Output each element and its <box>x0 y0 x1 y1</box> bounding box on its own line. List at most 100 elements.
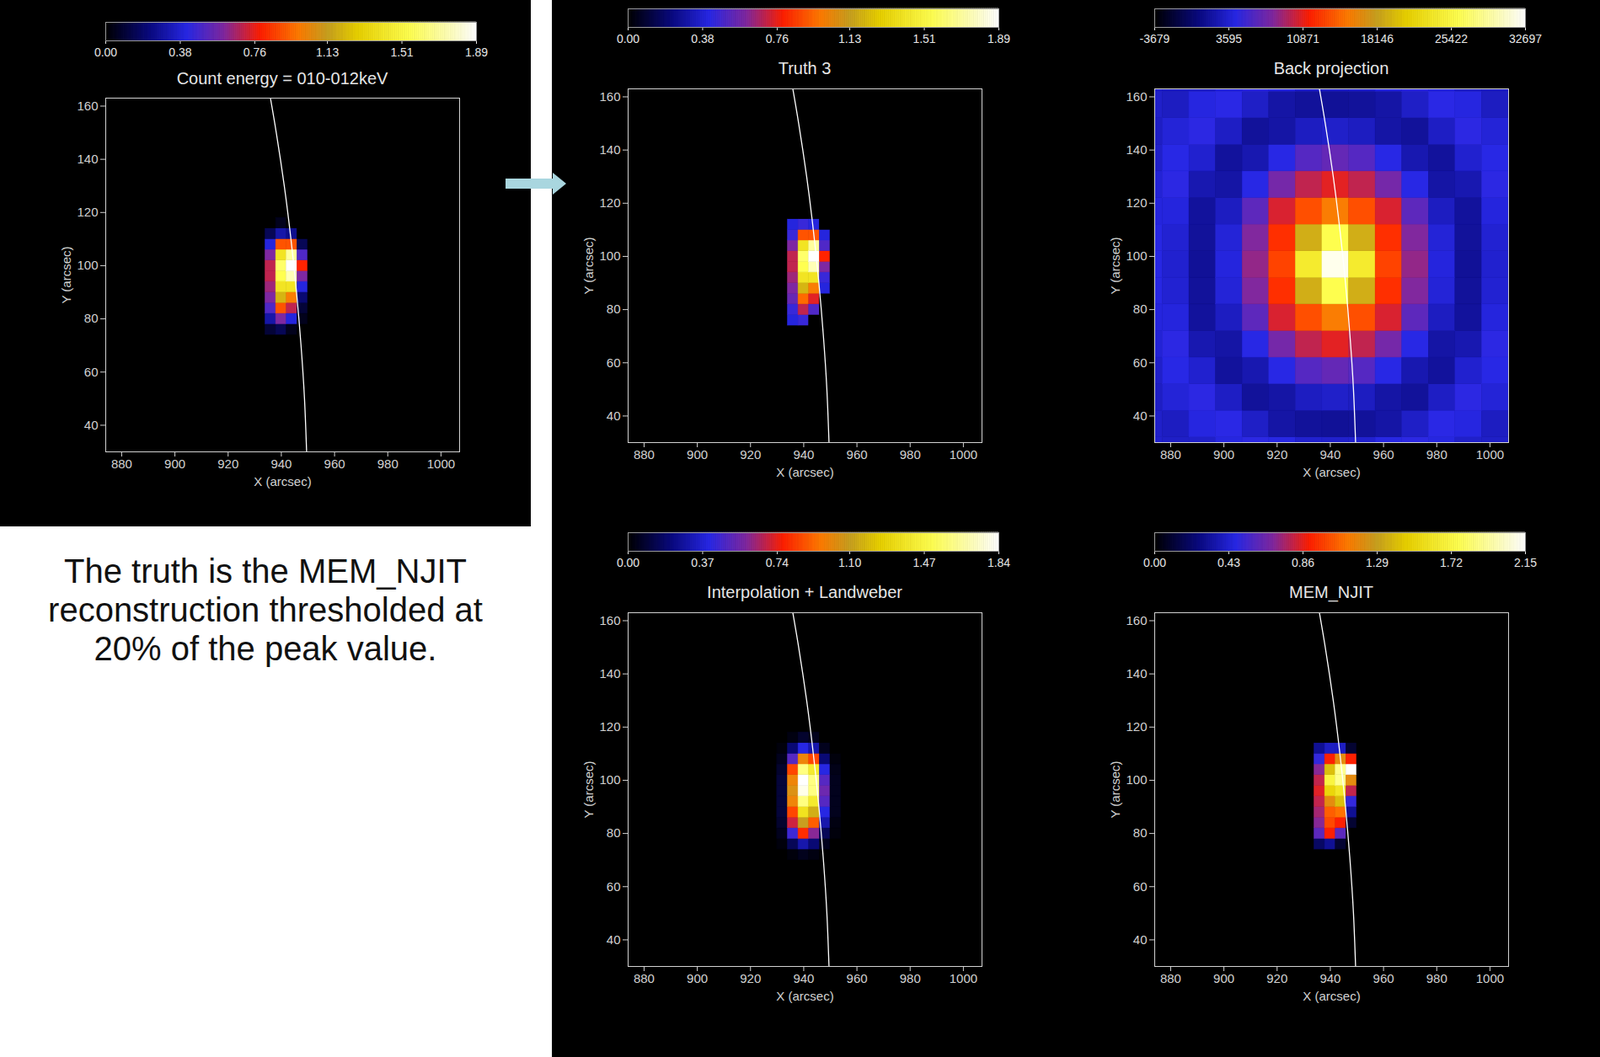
svg-text:60: 60 <box>1133 355 1148 370</box>
svg-text:0.76: 0.76 <box>765 32 789 46</box>
svg-text:920: 920 <box>217 456 239 471</box>
svg-text:140: 140 <box>76 151 98 166</box>
svg-text:140: 140 <box>599 142 621 157</box>
svg-text:1.89: 1.89 <box>987 32 1011 46</box>
svg-text:900: 900 <box>686 971 708 986</box>
svg-text:1.13: 1.13 <box>838 32 862 46</box>
svg-text:1000: 1000 <box>1476 971 1504 986</box>
svg-text:32697: 32697 <box>1509 32 1542 46</box>
svg-text:60: 60 <box>606 879 621 894</box>
svg-text:100: 100 <box>1125 772 1147 787</box>
svg-text:10871: 10871 <box>1286 32 1320 46</box>
svg-text:3595: 3595 <box>1215 32 1242 46</box>
svg-text:1000: 1000 <box>949 971 978 986</box>
svg-text:40: 40 <box>1133 932 1148 948</box>
svg-text:80: 80 <box>606 301 621 316</box>
svg-text:160: 160 <box>76 98 98 113</box>
svg-text:Y (arcsec): Y (arcsec) <box>58 246 74 304</box>
svg-text:Y (arcsec): Y (arcsec) <box>1107 236 1123 295</box>
svg-text:140: 140 <box>599 666 621 681</box>
svg-text:880: 880 <box>111 456 133 471</box>
svg-text:80: 80 <box>1133 825 1148 841</box>
svg-text:X (arcsec): X (arcsec) <box>253 474 311 489</box>
svg-text:1.10: 1.10 <box>838 556 862 570</box>
svg-text:1.89: 1.89 <box>465 45 488 59</box>
svg-text:0.86: 0.86 <box>1291 556 1315 570</box>
svg-text:Y (arcsec): Y (arcsec) <box>1107 760 1123 819</box>
svg-text:0.00: 0.00 <box>1143 556 1167 570</box>
svg-text:0.00: 0.00 <box>616 556 640 570</box>
svg-text:900: 900 <box>1213 971 1235 986</box>
svg-text:920: 920 <box>1266 447 1288 462</box>
svg-text:1000: 1000 <box>427 456 455 471</box>
svg-text:100: 100 <box>599 772 621 787</box>
svg-text:120: 120 <box>1125 195 1147 210</box>
svg-text:880: 880 <box>633 971 655 986</box>
svg-text:-3679: -3679 <box>1139 32 1171 46</box>
svg-text:X (arcsec): X (arcsec) <box>1302 465 1360 480</box>
svg-text:40: 40 <box>84 417 99 433</box>
svg-text:100: 100 <box>599 248 621 263</box>
svg-text:1.47: 1.47 <box>912 556 936 570</box>
svg-text:980: 980 <box>1426 971 1448 986</box>
svg-text:920: 920 <box>739 971 761 986</box>
svg-text:960: 960 <box>846 971 868 986</box>
svg-text:120: 120 <box>76 204 98 220</box>
svg-text:940: 940 <box>1319 447 1341 462</box>
svg-text:160: 160 <box>599 89 621 104</box>
svg-text:140: 140 <box>1125 666 1147 681</box>
svg-text:100: 100 <box>1125 248 1147 263</box>
svg-text:40: 40 <box>1133 408 1148 423</box>
svg-text:880: 880 <box>633 447 655 462</box>
svg-text:880: 880 <box>1160 447 1182 462</box>
svg-text:940: 940 <box>792 971 814 986</box>
svg-text:0.43: 0.43 <box>1217 556 1241 570</box>
svg-text:140: 140 <box>1125 142 1147 157</box>
svg-text:980: 980 <box>899 971 921 986</box>
svg-text:Y (arcsec): Y (arcsec) <box>581 760 596 819</box>
svg-text:X (arcsec): X (arcsec) <box>775 989 834 1004</box>
svg-text:940: 940 <box>270 456 292 471</box>
svg-text:60: 60 <box>84 364 99 380</box>
svg-text:960: 960 <box>846 447 868 462</box>
svg-text:940: 940 <box>792 447 814 462</box>
svg-text:980: 980 <box>899 447 921 462</box>
svg-text:40: 40 <box>606 932 621 948</box>
svg-text:80: 80 <box>1133 301 1148 316</box>
svg-text:900: 900 <box>1213 447 1235 462</box>
svg-text:900: 900 <box>164 456 186 471</box>
svg-text:920: 920 <box>1266 971 1288 986</box>
svg-text:120: 120 <box>599 719 621 734</box>
svg-text:1.84: 1.84 <box>987 556 1011 570</box>
svg-text:2.15: 2.15 <box>1514 556 1537 570</box>
svg-text:80: 80 <box>84 310 99 326</box>
svg-text:120: 120 <box>1125 719 1147 734</box>
svg-text:160: 160 <box>1125 89 1147 104</box>
svg-text:X (arcsec): X (arcsec) <box>775 465 834 480</box>
svg-text:0.00: 0.00 <box>616 32 640 46</box>
svg-text:60: 60 <box>606 355 621 370</box>
svg-text:1.51: 1.51 <box>912 32 936 46</box>
svg-text:940: 940 <box>1319 971 1341 986</box>
svg-text:60: 60 <box>1133 879 1148 894</box>
svg-text:120: 120 <box>599 195 621 210</box>
svg-text:1000: 1000 <box>949 447 978 462</box>
svg-text:960: 960 <box>324 456 346 471</box>
svg-text:1.72: 1.72 <box>1439 556 1463 570</box>
svg-text:0.38: 0.38 <box>168 45 192 59</box>
svg-text:1.13: 1.13 <box>315 45 339 59</box>
svg-text:900: 900 <box>686 447 708 462</box>
svg-text:0.38: 0.38 <box>690 32 714 46</box>
svg-text:Y (arcsec): Y (arcsec) <box>581 236 596 295</box>
svg-text:1.29: 1.29 <box>1365 556 1389 570</box>
svg-text:18146: 18146 <box>1360 32 1394 46</box>
svg-text:160: 160 <box>1125 613 1147 628</box>
svg-text:0.76: 0.76 <box>243 45 267 59</box>
svg-text:25422: 25422 <box>1434 32 1468 46</box>
svg-text:880: 880 <box>1160 971 1182 986</box>
svg-text:0.37: 0.37 <box>690 556 714 570</box>
svg-text:960: 960 <box>1373 447 1395 462</box>
svg-text:40: 40 <box>606 408 621 423</box>
svg-text:920: 920 <box>739 447 761 462</box>
svg-text:980: 980 <box>377 456 399 471</box>
